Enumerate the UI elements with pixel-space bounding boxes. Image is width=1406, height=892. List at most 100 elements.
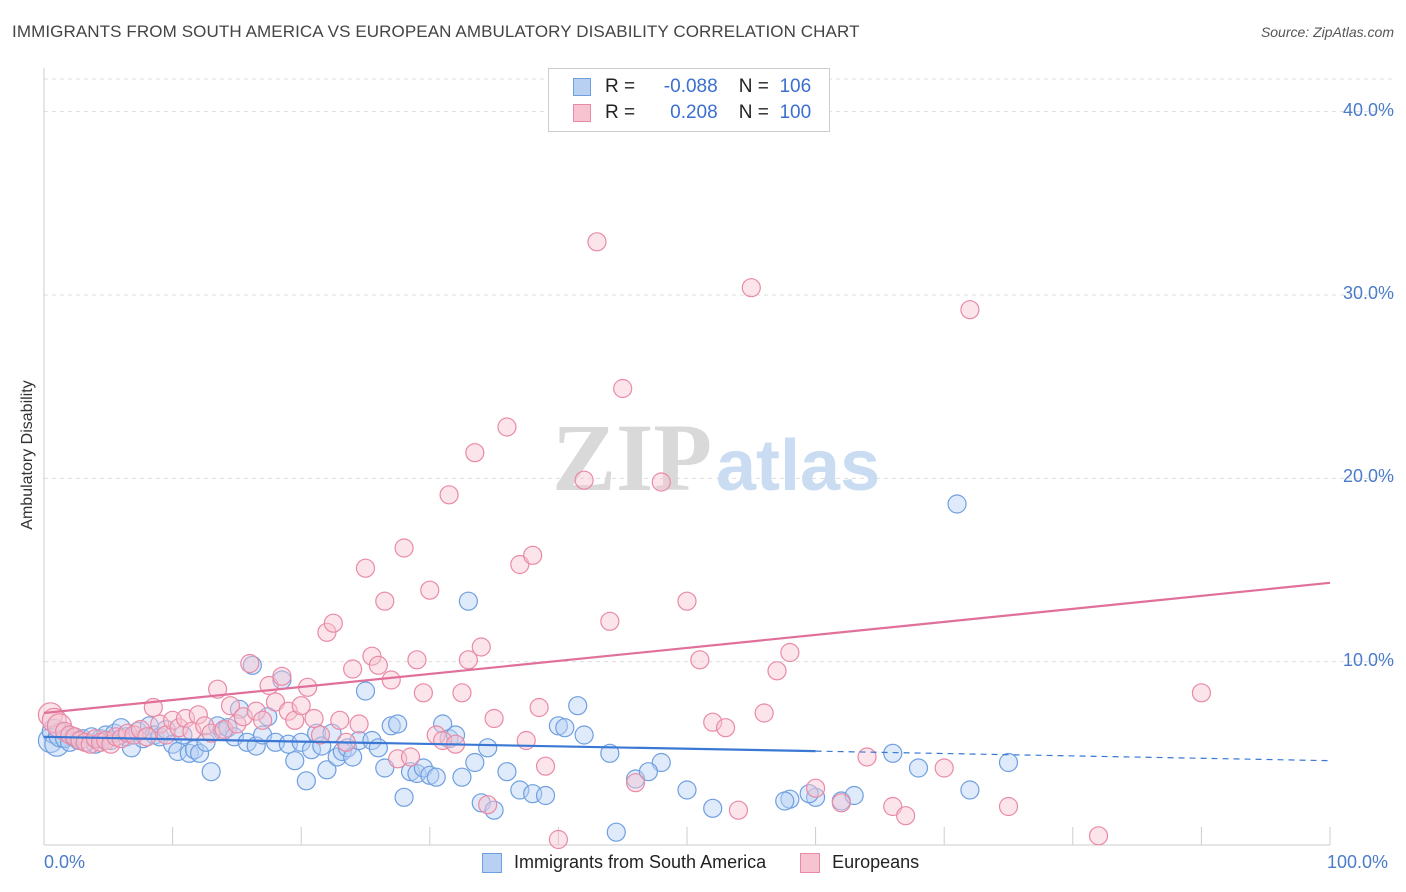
data-point	[947, 494, 967, 514]
data-point	[465, 752, 485, 773]
y-tick-label: 20.0%	[1342, 466, 1394, 487]
data-point	[394, 787, 414, 807]
data-point	[420, 765, 440, 785]
bottom-legend-immigrants: Immigrants from South America	[482, 852, 766, 873]
data-point	[407, 650, 427, 670]
data-point	[220, 696, 241, 716]
data-point	[998, 796, 1019, 817]
data-point	[600, 743, 620, 763]
legend-n-label: N =	[738, 76, 769, 97]
data-point	[96, 730, 116, 751]
data-point	[439, 485, 459, 505]
data-point	[201, 762, 221, 782]
data-point	[179, 743, 199, 763]
data-point	[767, 661, 787, 681]
data-point	[426, 767, 446, 787]
trend-lines	[43, 581, 1331, 762]
data-point	[548, 829, 569, 850]
y-tick-label: 40.0%	[1342, 99, 1394, 120]
legend-n-label: N =	[738, 102, 769, 123]
data-point	[606, 822, 626, 842]
watermark-atlas: atlas	[716, 426, 880, 506]
data-point	[375, 591, 395, 611]
data-point	[330, 710, 350, 730]
data-point	[471, 637, 491, 657]
data-point	[196, 732, 216, 752]
data-point	[574, 725, 594, 745]
legend-swatch-pink	[573, 104, 591, 122]
legend-row-europeans: R = 0.208 N = 100	[573, 101, 811, 125]
chart-title: IMMIGRANTS FROM SOUTH AMERICA VS EUROPEA…	[12, 22, 860, 41]
legend-n-value: 100	[779, 102, 812, 123]
data-point	[188, 705, 208, 725]
data-point	[523, 545, 543, 565]
data-point	[317, 760, 337, 780]
legend-r-label: R =	[605, 76, 636, 97]
data-point	[613, 378, 633, 399]
legend-r-label: R =	[605, 102, 636, 123]
data-point	[54, 721, 75, 741]
data-point	[548, 716, 569, 736]
data-point	[368, 738, 388, 758]
data-point	[960, 780, 980, 800]
data-point	[896, 806, 916, 826]
data-point	[638, 762, 659, 782]
legend-row-immigrants: R = -0.088 N = 106	[573, 75, 811, 99]
data-point	[934, 758, 954, 778]
bottom-legend-europeans: Europeans	[800, 852, 919, 873]
trend-line	[43, 581, 1331, 715]
data-point	[715, 718, 736, 738]
data-point	[285, 751, 305, 771]
data-point	[535, 756, 556, 776]
series-europeans-points	[37, 232, 1212, 850]
data-point	[452, 767, 472, 787]
data-point	[368, 655, 388, 675]
bottom-legend-label: Europeans	[832, 852, 920, 872]
x-tick-max: 100.0%	[1327, 852, 1389, 872]
data-point	[400, 747, 421, 767]
data-point	[388, 714, 408, 734]
axes	[43, 68, 1331, 846]
data-point	[775, 791, 795, 811]
bottom-legend-label: Immigrants from South America	[514, 852, 767, 872]
data-point	[960, 300, 980, 320]
data-point	[587, 232, 607, 252]
data-point	[555, 718, 575, 738]
legend-r-value: -0.088	[663, 76, 718, 97]
data-point	[805, 778, 826, 798]
data-point	[296, 771, 316, 791]
data-point	[381, 716, 401, 736]
data-point	[304, 708, 324, 729]
y-tick-label: 10.0%	[1342, 649, 1394, 670]
data-point	[741, 278, 761, 298]
data-point	[465, 443, 485, 463]
data-point	[478, 795, 498, 815]
data-point	[355, 681, 376, 701]
data-point	[484, 708, 504, 729]
data-point	[208, 679, 228, 699]
trend-line	[43, 735, 816, 753]
data-point	[703, 798, 723, 818]
data-point	[883, 743, 903, 763]
watermark-zip: ZIP	[552, 404, 712, 511]
data-point	[240, 653, 260, 674]
data-point	[600, 611, 620, 631]
trend-line-extrapolated	[815, 750, 1331, 762]
data-point	[413, 683, 433, 703]
data-point	[690, 650, 710, 670]
data-point	[394, 538, 414, 558]
x-tick-min: 0.0%	[44, 852, 86, 872]
data-point	[362, 730, 382, 751]
grid-lines	[44, 78, 1395, 663]
data-point	[677, 591, 697, 611]
data-point	[728, 800, 749, 820]
source-label: Source: ZipAtlas.com	[1260, 24, 1394, 40]
data-point	[497, 762, 517, 782]
bottom-legend-swatch-blue	[482, 852, 502, 873]
legend: R = -0.088 N = 106 R = 0.208 N = 100	[548, 68, 830, 132]
data-point	[150, 714, 170, 734]
data-point	[253, 710, 273, 730]
data-point	[272, 666, 292, 686]
data-point	[497, 417, 517, 437]
